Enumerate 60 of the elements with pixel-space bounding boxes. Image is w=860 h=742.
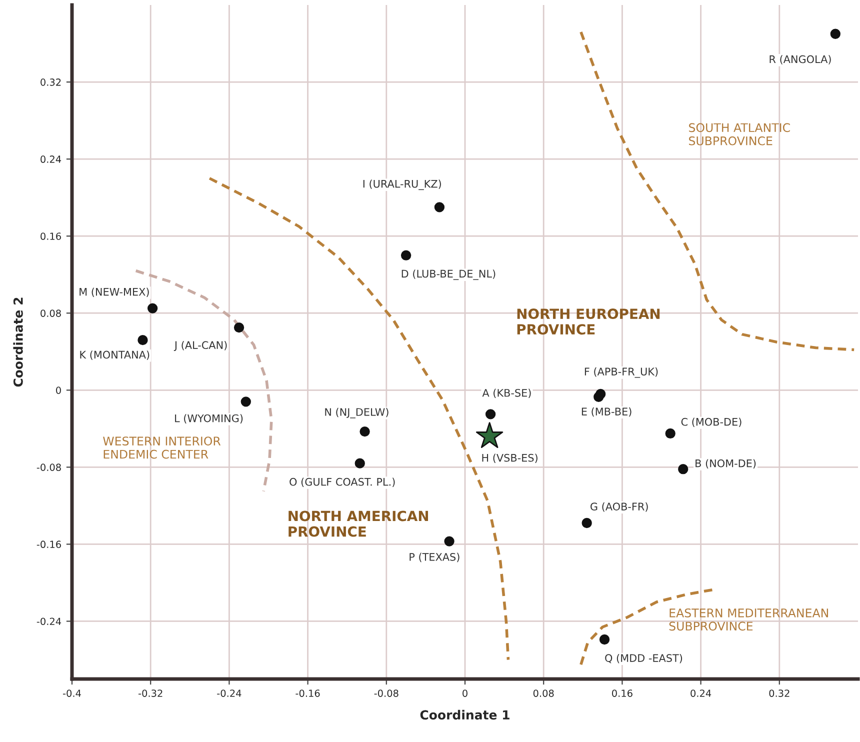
y-tick-label: 0.24 bbox=[40, 156, 62, 163]
annotation: L (WYOMING) bbox=[175, 414, 243, 424]
x-tick-label: -0.4 bbox=[62, 690, 81, 697]
annotation: I (URAL-RU_KZ) bbox=[363, 180, 441, 190]
annotation: D (LUB-BE_DE_NL) bbox=[402, 270, 496, 280]
annotation: K (MONTANA) bbox=[80, 350, 150, 360]
point bbox=[594, 392, 604, 402]
x-tick-label: 0.32 bbox=[769, 690, 790, 697]
y-tick-label: 0.32 bbox=[40, 78, 61, 86]
y-axis-title: Coordinate 2 bbox=[13, 298, 23, 387]
annotation: M (NEW-MEX) bbox=[80, 288, 149, 297]
point bbox=[476, 422, 504, 448]
x-tick-label: 0 bbox=[462, 690, 468, 697]
point bbox=[434, 202, 445, 212]
annotation: G (AOB-FR) bbox=[590, 502, 648, 512]
annotation: N (NJ_DELW) bbox=[325, 408, 388, 418]
point bbox=[147, 303, 158, 314]
annotation: J (AL-CAN) bbox=[174, 341, 227, 351]
annotation: SOUTH ATLANTIC SUBPROVINCE bbox=[689, 123, 790, 146]
annotation: H (VSB-ES) bbox=[482, 454, 538, 463]
y-tick-label: -0.24 bbox=[36, 618, 62, 626]
y-tick-label: 0.16 bbox=[40, 232, 61, 240]
annotation: C (MOB-DE) bbox=[681, 418, 742, 428]
y-tick-label: -0.08 bbox=[36, 464, 61, 472]
annotation: P (TEXAS) bbox=[410, 552, 460, 562]
x-tick-label: 0.24 bbox=[690, 690, 712, 697]
x-tick-label: 0.08 bbox=[533, 690, 554, 697]
point bbox=[354, 458, 365, 468]
annotation: O (GULF COAST. PL.) bbox=[290, 478, 395, 488]
annotation: WESTERN INTERIOR ENDEMIC CENTER bbox=[103, 436, 221, 459]
annotation: A (KB-SE) bbox=[482, 388, 531, 398]
annotation: EASTERN MEDITERRANEAN SUBPROVINCE bbox=[669, 608, 828, 631]
point bbox=[599, 634, 610, 645]
annotation: B (NOM-DE) bbox=[696, 459, 756, 468]
annotation: R (ANGOLA) bbox=[770, 55, 831, 64]
annotation: NORTH EUROPEAN PROVINCE bbox=[517, 308, 660, 335]
y-tick-label: 0.08 bbox=[40, 310, 61, 317]
point bbox=[678, 464, 688, 474]
point bbox=[485, 409, 496, 420]
annotation: NORTH AMERICAN PROVINCE bbox=[288, 510, 428, 537]
y-tick-label: 0 bbox=[56, 386, 61, 394]
x-tick-label: -0.16 bbox=[296, 690, 320, 697]
x-axis-title: Coordinate 1 bbox=[420, 710, 510, 720]
point bbox=[240, 396, 251, 407]
y-tick-label: -0.16 bbox=[36, 540, 61, 548]
point bbox=[400, 250, 412, 260]
x-tick-label: 0.16 bbox=[612, 690, 632, 697]
annotation: F (APB-FR_UK) bbox=[584, 367, 658, 378]
point bbox=[234, 322, 244, 333]
point bbox=[360, 426, 370, 437]
point bbox=[138, 334, 148, 346]
x-tick-label: -0.32 bbox=[138, 690, 162, 697]
point bbox=[665, 428, 676, 439]
point bbox=[830, 28, 840, 39]
x-tick-label: -0.24 bbox=[217, 690, 242, 697]
x-tick-label: -0.08 bbox=[374, 690, 398, 697]
annotation: Q (MDD -EAST) bbox=[605, 654, 682, 664]
annotation: E (MB-BE) bbox=[582, 407, 632, 417]
point bbox=[582, 518, 592, 528]
point bbox=[444, 536, 454, 546]
